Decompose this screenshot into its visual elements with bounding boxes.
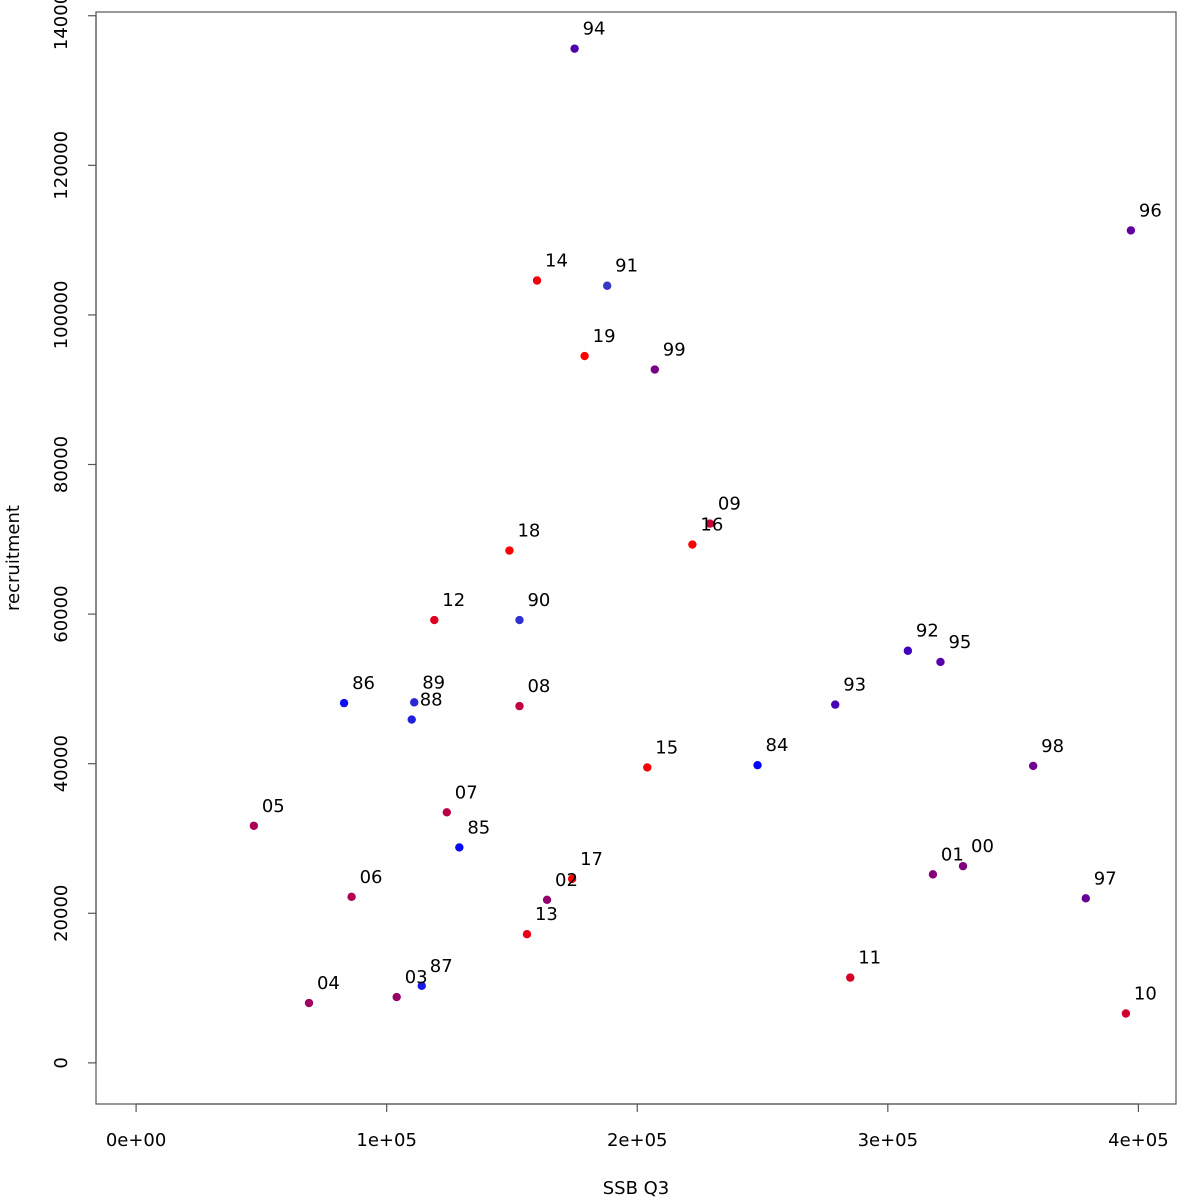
point-label: 04 [317, 973, 340, 994]
point-label: 16 [700, 515, 723, 536]
point-label: 91 [615, 256, 638, 277]
y-tick-label: 0 [51, 1057, 72, 1068]
data-point [1081, 894, 1090, 903]
point-label: 05 [262, 796, 285, 817]
data-point [515, 701, 524, 711]
point-label: 08 [527, 676, 550, 697]
data-point [936, 657, 945, 667]
point-label: 86 [352, 673, 375, 694]
y-tick-label: 40000 [51, 735, 72, 792]
data-point [339, 698, 349, 708]
data-point [347, 892, 356, 902]
point-label: 07 [455, 782, 478, 803]
data-point [392, 992, 401, 1002]
x-axis-title: SSB Q3 [603, 1178, 670, 1199]
data-points [249, 44, 1136, 1018]
point-label: 09 [718, 494, 741, 515]
data-point [831, 700, 840, 709]
data-point [903, 646, 913, 655]
point-label: 06 [360, 867, 383, 888]
point-label: 89 [422, 672, 445, 693]
point-label: 15 [655, 737, 678, 758]
point-label: 94 [583, 19, 606, 40]
y-tick-label: 20000 [51, 885, 72, 942]
x-tick-label: 3e+05 [858, 1130, 919, 1151]
point-label: 93 [843, 675, 866, 696]
x-axis: 0e+00 1e+05 2e+05 3e+05 4e+05 [106, 1103, 1169, 1151]
data-point [688, 540, 697, 549]
data-point [928, 870, 938, 879]
data-point [249, 821, 259, 830]
plot-frame [95, 11, 1177, 1105]
y-axis-title: recruitment [3, 505, 24, 611]
point-label: 92 [916, 621, 939, 642]
data-point [643, 763, 652, 772]
data-point [515, 615, 524, 625]
point-label: 00 [971, 836, 994, 857]
data-point [430, 615, 439, 625]
data-point [570, 44, 579, 53]
y-tick-label: 80000 [51, 436, 72, 493]
data-point [522, 930, 532, 939]
data-point [1028, 761, 1038, 771]
data-point [846, 973, 855, 982]
point-label: 10 [1134, 983, 1157, 1004]
y-axis: 0 20000 40000 60000 80000 100000 120000 140000 [51, 0, 97, 1069]
point-label: 02 [555, 870, 578, 891]
y-tick-label: 100000 [51, 281, 72, 350]
point-label: 17 [580, 849, 603, 870]
data-point [532, 276, 542, 285]
y-tick-label: 140000 [51, 0, 72, 50]
point-label: 88 [420, 690, 443, 711]
data-point [602, 281, 612, 290]
point-label: 03 [405, 967, 428, 988]
point-label: 12 [442, 590, 465, 611]
point-label: 87 [430, 956, 453, 977]
data-point [958, 861, 968, 871]
point-label: 84 [766, 735, 789, 756]
data-point [304, 998, 314, 1008]
data-point [505, 546, 514, 555]
y-tick-label: 60000 [51, 585, 72, 642]
data-point [455, 843, 464, 852]
data-point [705, 519, 715, 528]
data-point [407, 715, 416, 724]
point-label: 96 [1139, 200, 1162, 221]
data-point [650, 365, 659, 374]
point-label: 18 [517, 521, 540, 542]
point-label: 19 [593, 326, 616, 347]
point-label: 85 [467, 817, 490, 838]
point-label: 98 [1041, 736, 1064, 757]
x-tick-label: 2e+05 [607, 1130, 668, 1151]
x-tick-label: 4e+05 [1108, 1130, 1169, 1151]
data-point [1121, 1009, 1131, 1018]
point-label: 13 [535, 904, 558, 925]
data-point [1126, 226, 1136, 235]
point-label: 14 [545, 251, 568, 272]
point-label: 97 [1094, 868, 1117, 889]
x-tick-label: 1e+05 [356, 1130, 417, 1151]
x-tick-label: 0e+00 [106, 1130, 167, 1151]
data-point [410, 698, 419, 707]
point-label: 01 [941, 844, 964, 865]
data-point [753, 760, 762, 770]
point-label: 11 [858, 948, 881, 969]
data-point [580, 351, 589, 361]
point-label: 95 [948, 632, 971, 653]
data-point [542, 895, 552, 905]
y-tick-label: 120000 [51, 131, 72, 200]
data-point [567, 874, 577, 884]
point-label: 90 [527, 590, 550, 611]
data-point [442, 808, 452, 817]
data-point [417, 981, 426, 991]
point-label: 99 [663, 340, 686, 361]
